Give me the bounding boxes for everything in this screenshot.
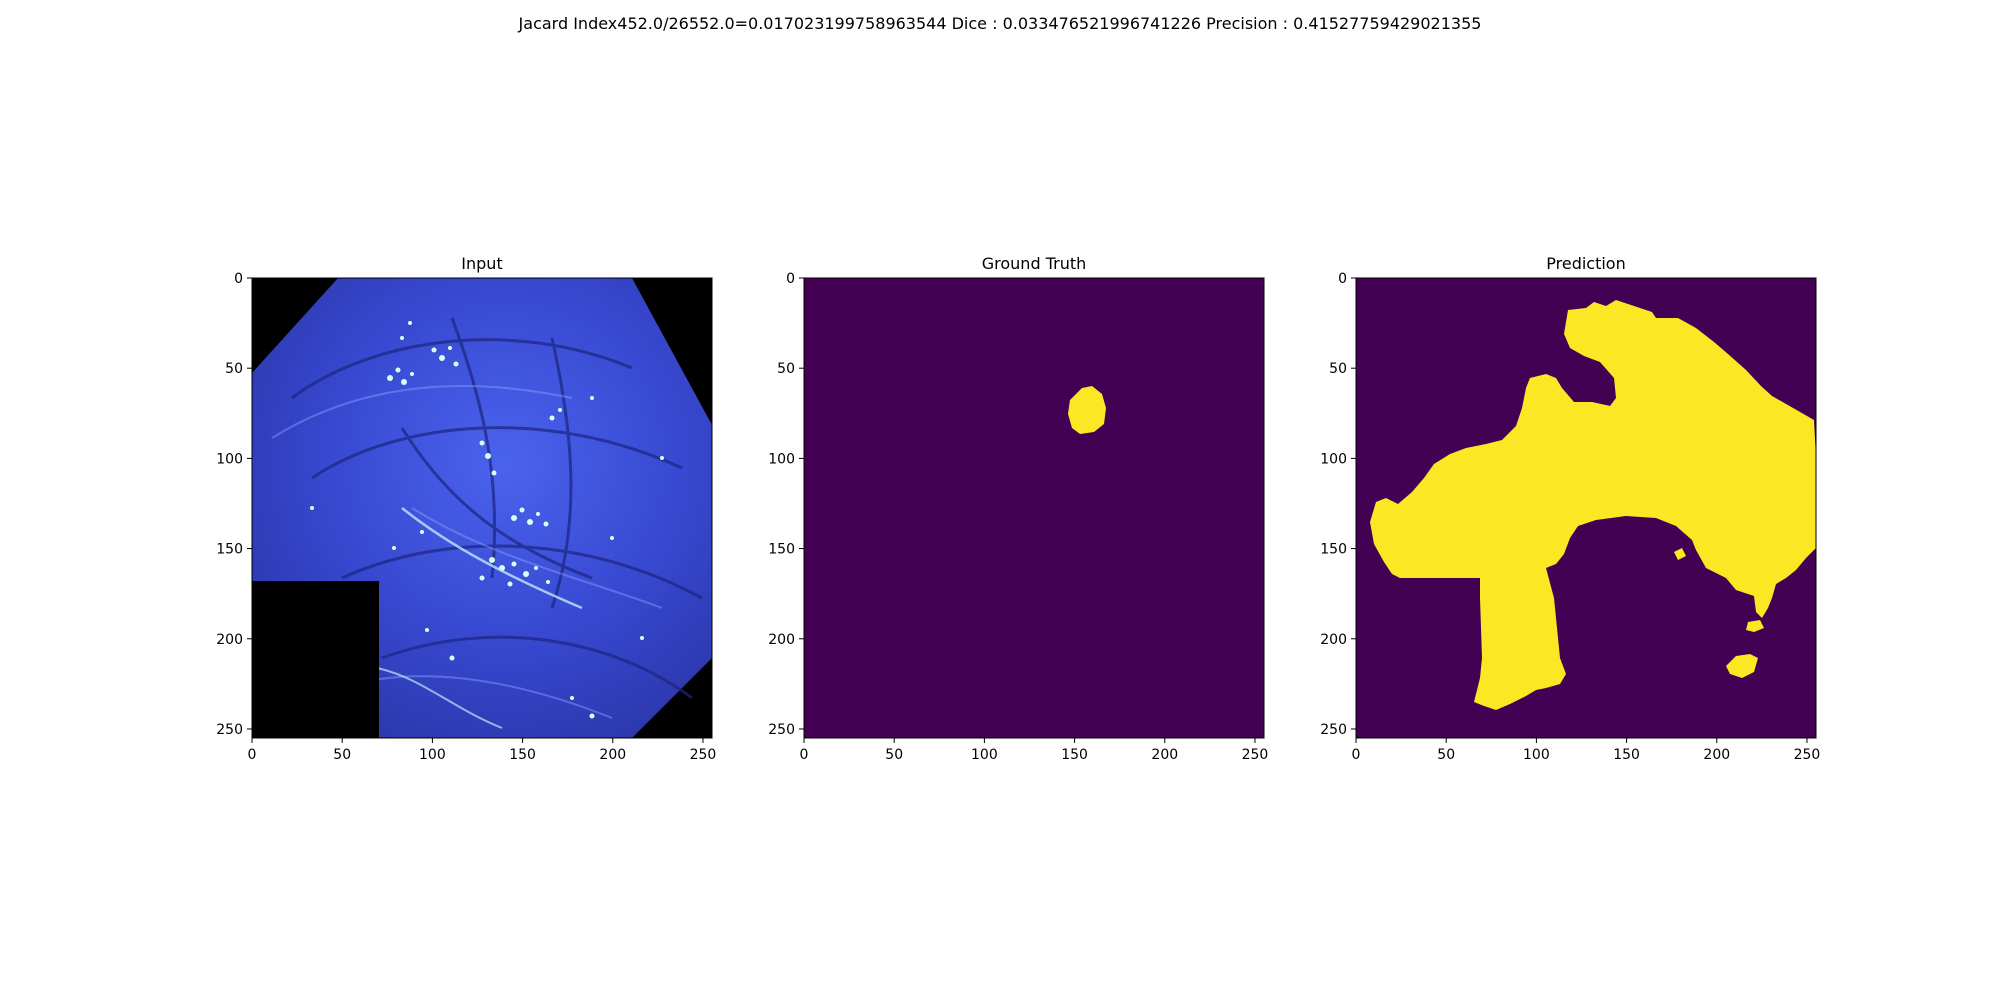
x-tick-label: 0 [248,747,257,763]
y-tick-label: 100 [768,451,795,467]
y-tick-label: 50 [1329,361,1347,377]
x-tick-label: 0 [800,747,809,763]
prediction-region-speck [1746,620,1764,632]
x-tick-label: 250 [1794,747,1821,763]
panel-title-input: Input [461,254,502,273]
x-tick-label: 100 [419,747,446,763]
panel-title-prediction: Prediction [1546,254,1625,273]
x-tick-label: 150 [1613,747,1640,763]
x-tick-label: 0 [1352,747,1361,763]
panel-prediction: Prediction 0 50 100 150 200 250 0 50 100 150 200 25… [1320,254,1820,763]
prediction-region-main [1370,300,1816,710]
x-tick-label: 150 [509,747,536,763]
x-tick-label: 200 [599,747,626,763]
y-tick-label: 50 [777,361,795,377]
y-tick-label: 0 [234,271,243,287]
mask-background [804,278,1264,738]
y-tick-label: 50 [225,361,243,377]
y-tick-label: 200 [1320,632,1347,648]
x-tick-label: 200 [1151,747,1178,763]
x-tick-label: 50 [1437,747,1455,763]
figure-suptitle: Jacard Index452.0/26552.0=0.017023199758… [518,14,1482,33]
panel-ground-truth: Ground Truth 0 50 100 150 200 250 0 50 100 150 200… [768,254,1268,763]
y-tick-label: 250 [768,722,795,738]
panel-title-ground-truth: Ground Truth [982,254,1087,273]
x-tick-label: 250 [690,747,717,763]
x-tick-label: 200 [1703,747,1730,763]
y-tick-label: 150 [216,542,243,558]
y-tick-label: 200 [768,632,795,648]
x-tick-label: 50 [333,747,351,763]
x-tick-label: 50 [885,747,903,763]
y-tick-label: 250 [216,722,243,738]
y-tick-label: 200 [216,632,243,648]
y-tick-label: 250 [1320,722,1347,738]
y-tick-label: 0 [1338,271,1347,287]
specular-highlights [310,321,664,719]
prediction-region-small [1726,654,1758,678]
x-tick-label: 150 [1061,747,1088,763]
y-tick-label: 150 [768,542,795,558]
prediction-region-speck [1674,548,1686,560]
y-tick-label: 100 [216,451,243,467]
black-inset [252,581,379,738]
y-tick-label: 0 [786,271,795,287]
x-tick-label: 100 [1523,747,1550,763]
y-tick-label: 100 [1320,451,1347,467]
endoscopy-image [252,278,712,738]
ground-truth-region [1068,386,1106,434]
y-tick-label: 150 [1320,542,1347,558]
x-tick-label: 250 [1242,747,1269,763]
panel-input: Input [216,254,716,763]
x-tick-label: 100 [971,747,998,763]
